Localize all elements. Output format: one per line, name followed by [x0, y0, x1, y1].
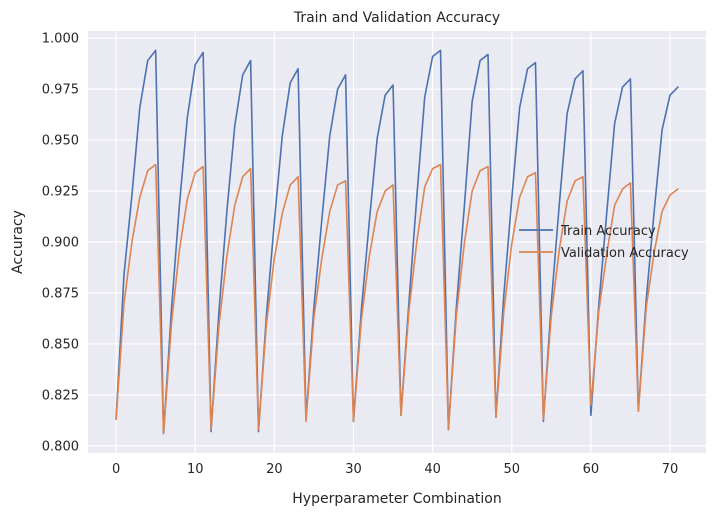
x-tick-label: 70: [662, 462, 679, 477]
x-tick-label: 40: [424, 462, 441, 477]
y-tick-label: 0.975: [42, 83, 79, 98]
x-tick-label: 20: [266, 462, 283, 477]
x-tick-label: 30: [345, 462, 362, 477]
x-tick-label: 0: [112, 462, 120, 477]
tick-labels: 0 10 20 30 40 50 60 70 0.800 0.825 0.850 0.875 0.900…: [42, 32, 678, 477]
y-axis-label: Accuracy: [10, 210, 26, 274]
y-tick-label: 0.950: [42, 134, 79, 149]
x-tick-label: 50: [503, 462, 520, 477]
validation-accuracy-line: [115, 163, 679, 435]
chart-title: Train and Validation Accuracy: [293, 10, 500, 26]
grid: [88, 31, 706, 453]
x-tick-label: 60: [583, 462, 600, 477]
x-tick-label: 10: [187, 462, 204, 477]
legend-label-train: Train Accuracy: [560, 224, 656, 239]
y-tick-label: 0.900: [42, 236, 79, 251]
y-tick-label: 0.850: [42, 337, 79, 352]
y-tick-label: 0.825: [42, 388, 79, 403]
y-tick-label: 0.925: [42, 185, 79, 200]
legend-label-validation: Validation Accuracy: [561, 246, 689, 261]
legend: Train Accuracy Validation Accuracy: [519, 224, 689, 261]
x-axis-label: Hyperparameter Combination: [292, 491, 501, 507]
y-tick-label: 1.000: [42, 32, 79, 47]
y-tick-label: 0.875: [42, 286, 79, 301]
series-lines: [115, 49, 679, 435]
y-tick-label: 0.800: [42, 439, 79, 454]
